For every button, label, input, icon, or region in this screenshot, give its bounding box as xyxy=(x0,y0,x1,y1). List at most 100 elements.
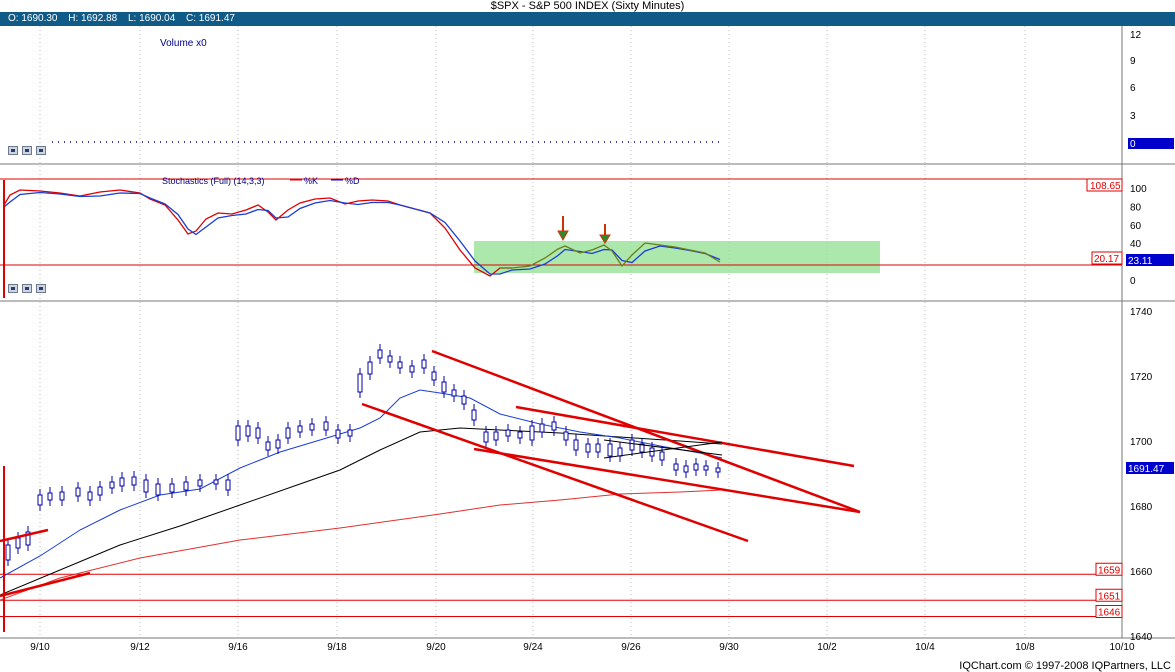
candle-body xyxy=(517,431,523,439)
x-tick-label: 9/26 xyxy=(621,642,641,653)
stoch-legend-k: %K xyxy=(304,176,318,186)
candle-body xyxy=(119,477,125,487)
zoom-fit-button[interactable] xyxy=(36,284,46,293)
candle-body xyxy=(563,431,569,441)
zoom-out-button[interactable] xyxy=(22,146,32,155)
candle-body xyxy=(347,429,353,437)
stoch-level-high: 108.65 xyxy=(1090,181,1121,192)
candle-body xyxy=(551,421,557,431)
candle-body xyxy=(673,463,679,471)
candle-body xyxy=(285,427,291,439)
candle-body xyxy=(225,479,231,491)
x-tick-label: 10/2 xyxy=(817,642,837,653)
ohlc-readout: O: 1690.30 H: 1692.88 L: 1690.04 C: 1691… xyxy=(0,12,1175,26)
candle-body xyxy=(421,359,427,369)
stoch-tick-label: 40 xyxy=(1130,239,1142,250)
candle-body xyxy=(431,371,437,381)
trend-line xyxy=(0,571,91,598)
price-level-label: 1651 xyxy=(1098,591,1121,602)
x-tick-label: 9/20 xyxy=(426,642,446,653)
x-tick-label: 9/10 xyxy=(30,642,50,653)
candle-body xyxy=(143,479,149,493)
candle-body xyxy=(715,467,721,473)
volume-tick-label: 9 xyxy=(1130,56,1136,67)
zoom-in-button[interactable] xyxy=(8,284,18,293)
candle-body xyxy=(245,425,251,437)
x-tick-label: 9/12 xyxy=(130,642,150,653)
candle-body xyxy=(213,479,219,485)
candle-body xyxy=(693,463,699,471)
candle-body xyxy=(357,373,363,393)
candle-body xyxy=(703,465,709,471)
candle-body xyxy=(309,423,315,431)
price-tick-label: 1700 xyxy=(1130,437,1153,448)
trend-line xyxy=(603,439,723,456)
candle-body xyxy=(255,427,261,439)
candle-body xyxy=(131,476,137,486)
zoom-in-button[interactable] xyxy=(8,146,18,155)
stoch-green-zone xyxy=(474,241,880,273)
stoch-tick-label: 100 xyxy=(1130,184,1147,195)
candle-body xyxy=(155,483,161,496)
price-level-label: 1646 xyxy=(1098,608,1121,619)
trend-line xyxy=(361,402,749,543)
trend-line xyxy=(431,349,861,514)
volume-tick-label: 12 xyxy=(1130,30,1142,41)
price-level-label: 1659 xyxy=(1098,565,1121,576)
candle-body xyxy=(169,483,175,493)
candle-body xyxy=(629,439,635,451)
candle-body xyxy=(471,409,477,421)
open-value: O: 1690.30 xyxy=(8,13,58,24)
volume-tick-label: 6 xyxy=(1130,83,1136,94)
candle-body xyxy=(607,443,613,457)
footer-credit: IQChart.com © 1997-2008 IQPartners, LLC xyxy=(959,660,1171,672)
stoch-legend-d: %D xyxy=(345,176,360,186)
volume-tick-label: 3 xyxy=(1130,111,1136,122)
chart-title: $SPX - S&P 500 INDEX (Sixty Minutes) xyxy=(0,0,1175,12)
zoom-out-button[interactable] xyxy=(22,284,32,293)
price-tick-label: 1740 xyxy=(1130,307,1153,318)
volume-label: Volume x0 xyxy=(160,38,207,49)
candle-body xyxy=(659,451,665,461)
ma-20-line xyxy=(0,389,723,579)
candle-body xyxy=(397,361,403,369)
stoch-tick-label: 0 xyxy=(1130,276,1136,287)
candle-body xyxy=(5,544,11,561)
candle-body xyxy=(617,447,623,457)
candle-body xyxy=(539,423,545,433)
arrow-down-icon xyxy=(557,216,569,242)
x-tick-label: 9/18 xyxy=(327,642,347,653)
candle-body xyxy=(451,389,457,397)
candle-body xyxy=(37,494,43,506)
candle-body xyxy=(109,481,115,489)
candle-body xyxy=(47,492,53,501)
stoch-tick-label: 80 xyxy=(1130,202,1142,213)
stoch-tick-label: 60 xyxy=(1130,221,1142,232)
x-tick-label: 10/8 xyxy=(1015,642,1035,653)
candle-body xyxy=(639,443,645,453)
ma-50-line xyxy=(0,427,723,596)
last-price: 1691.47 xyxy=(1128,464,1165,475)
candle-body xyxy=(367,361,373,375)
candle-body xyxy=(335,429,341,439)
x-tick-label: 9/24 xyxy=(523,642,543,653)
trend-line xyxy=(603,441,723,459)
arrow-down-icon xyxy=(599,224,611,244)
chart-area[interactable]: Volume x0 12 9 6 3 0 Stochastics (Full) (14… xyxy=(0,26,1175,658)
candle-body xyxy=(529,425,535,441)
trend-line xyxy=(0,528,49,543)
candle-body xyxy=(235,425,241,441)
candle-body xyxy=(75,487,81,497)
stoch-label: Stochastics (Full) (14,3,3) xyxy=(162,176,265,186)
candle-body xyxy=(97,486,103,496)
price-tick-label: 1660 xyxy=(1130,567,1153,578)
trend-line xyxy=(473,447,861,514)
candle-body xyxy=(87,491,93,501)
price-level-badge xyxy=(1095,562,1123,576)
price-tick-label: 1720 xyxy=(1130,372,1153,383)
zoom-fit-button[interactable] xyxy=(36,146,46,155)
volume-last-badge xyxy=(1128,138,1174,149)
close-value: C: 1691.47 xyxy=(186,13,235,24)
candle-body xyxy=(59,491,65,501)
stoch-k-overlay xyxy=(500,242,721,269)
